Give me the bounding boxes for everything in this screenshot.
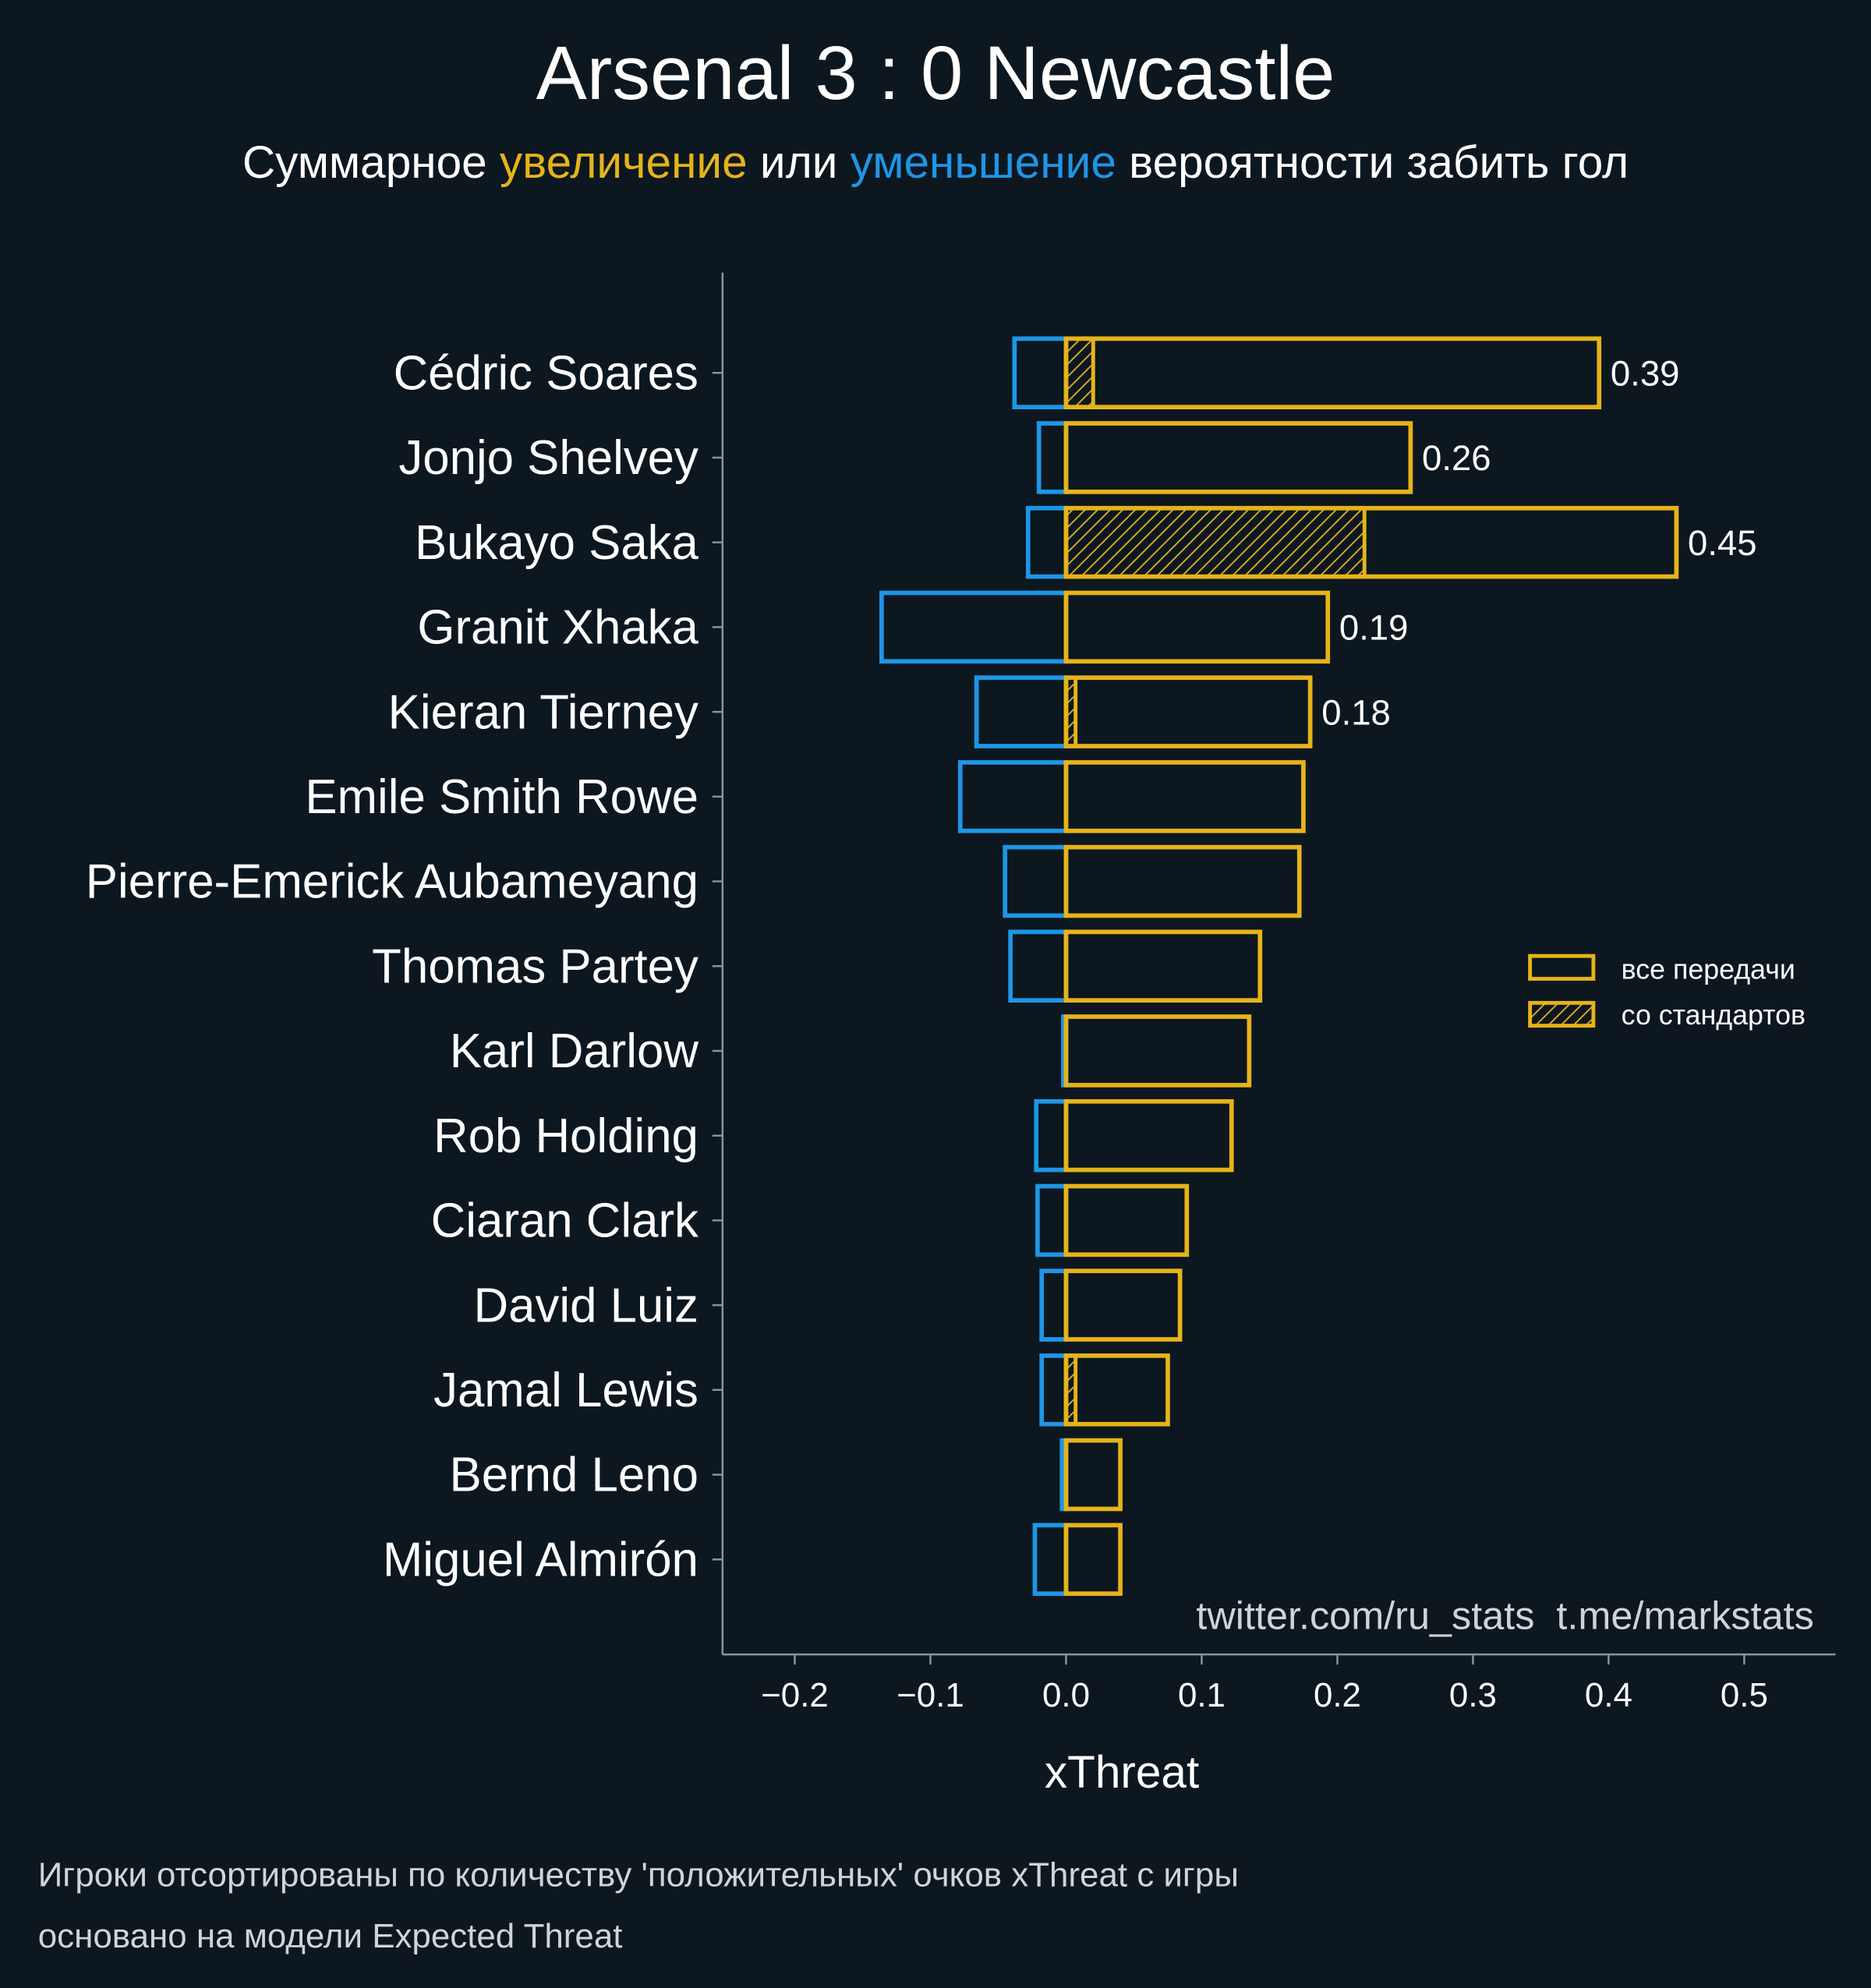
bar-setpiece bbox=[1064, 506, 1367, 579]
x-tick-label: 0.4 bbox=[1585, 1676, 1632, 1714]
x-axis-label: xThreat bbox=[1045, 1747, 1199, 1798]
watermark: twitter.com/ru_stats t.me/markstats bbox=[1196, 1594, 1813, 1638]
legend-swatch-all bbox=[1528, 953, 1596, 981]
data-label: 0.19 bbox=[1339, 608, 1409, 648]
subtitle-decrease: уменьшение bbox=[851, 137, 1116, 188]
y-tick-label: Karl Darlow bbox=[450, 1024, 699, 1078]
y-tick-label: Emile Smith Rowe bbox=[305, 770, 699, 824]
bar-positive bbox=[1063, 1268, 1183, 1342]
y-tick-label: Rob Holding bbox=[433, 1109, 699, 1163]
y-tick-label: Kieran Tierney bbox=[388, 685, 699, 739]
x-tick-label: 0.5 bbox=[1721, 1676, 1768, 1714]
bar-positive bbox=[1063, 760, 1306, 833]
bar-positive bbox=[1063, 1523, 1123, 1597]
y-tick-label: Jonjo Shelvey bbox=[398, 431, 699, 485]
bar-positive bbox=[1063, 1183, 1190, 1258]
y-tick-label: Bukayo Saka bbox=[415, 516, 699, 570]
legend: все передачи со стандартов bbox=[1528, 953, 1806, 1031]
y-tick-label: Bernd Leno bbox=[450, 1449, 699, 1502]
y-tick-label: Granit Xhaka bbox=[417, 601, 699, 655]
x-tick-label: −0.2 bbox=[761, 1676, 829, 1714]
chart-subtitle: Суммарное увеличение или уменьшение веро… bbox=[242, 137, 1629, 188]
footer-line1: Игроки отсортированы по количеству 'поло… bbox=[38, 1856, 1239, 1894]
bar-positive bbox=[1063, 1353, 1170, 1427]
legend-swatch-setpiece bbox=[1528, 1000, 1596, 1028]
bar-positive bbox=[1063, 844, 1302, 918]
data-label: 0.26 bbox=[1422, 438, 1491, 478]
bar-positive bbox=[1063, 421, 1413, 494]
data-label: 0.45 bbox=[1688, 523, 1757, 563]
legend-label-setpiece: со стандартов bbox=[1622, 999, 1806, 1031]
x-tick-label: 0.0 bbox=[1042, 1676, 1090, 1714]
bar-positive bbox=[1063, 505, 1679, 579]
y-tick-label: David Luiz bbox=[474, 1279, 699, 1332]
chart-title: Arsenal 3 : 0 Newcastle bbox=[536, 30, 1335, 115]
data-label: 0.18 bbox=[1321, 692, 1391, 732]
subtitle-part1: Суммарное bbox=[242, 137, 500, 188]
subtitle-increase: увеличение bbox=[500, 137, 748, 188]
x-tick-label: −0.1 bbox=[897, 1676, 964, 1714]
y-tick-label: Thomas Partey bbox=[372, 939, 699, 993]
bar-positive bbox=[1063, 929, 1263, 1003]
bar-positive bbox=[1063, 1014, 1252, 1088]
bar-positive bbox=[1063, 590, 1331, 664]
bar-positive bbox=[1063, 675, 1313, 748]
x-tick-label: 0.1 bbox=[1178, 1676, 1226, 1714]
bar-positive bbox=[1063, 1438, 1123, 1512]
bar-setpiece bbox=[1064, 336, 1095, 409]
bar-positive bbox=[1063, 336, 1602, 409]
data-label: 0.39 bbox=[1611, 354, 1680, 394]
y-tick-label: Pierre-Emerick Aubameyang bbox=[86, 855, 699, 909]
y-tick-label: Cédric Soares bbox=[394, 346, 699, 400]
subtitle-part3: вероятности забить гол bbox=[1116, 137, 1629, 188]
x-tick-label: 0.2 bbox=[1314, 1676, 1361, 1714]
subtitle-part2: или bbox=[748, 137, 851, 188]
y-tick-label: Jamal Lewis bbox=[433, 1364, 699, 1417]
legend-label-all: все передачи bbox=[1622, 953, 1795, 985]
bar-positive bbox=[1063, 1098, 1234, 1173]
plot-area: Cédric Soares 0.39 Jonjo Shelvey 0.26 Bukayo… bbox=[86, 336, 1768, 1714]
y-tick-label: Miguel Almirón bbox=[383, 1533, 699, 1587]
y-tick-label: Ciaran Clark bbox=[431, 1194, 699, 1248]
x-tick-label: 0.3 bbox=[1449, 1676, 1497, 1714]
footer-line2: основано на модели Expected Threat bbox=[38, 1917, 623, 1955]
